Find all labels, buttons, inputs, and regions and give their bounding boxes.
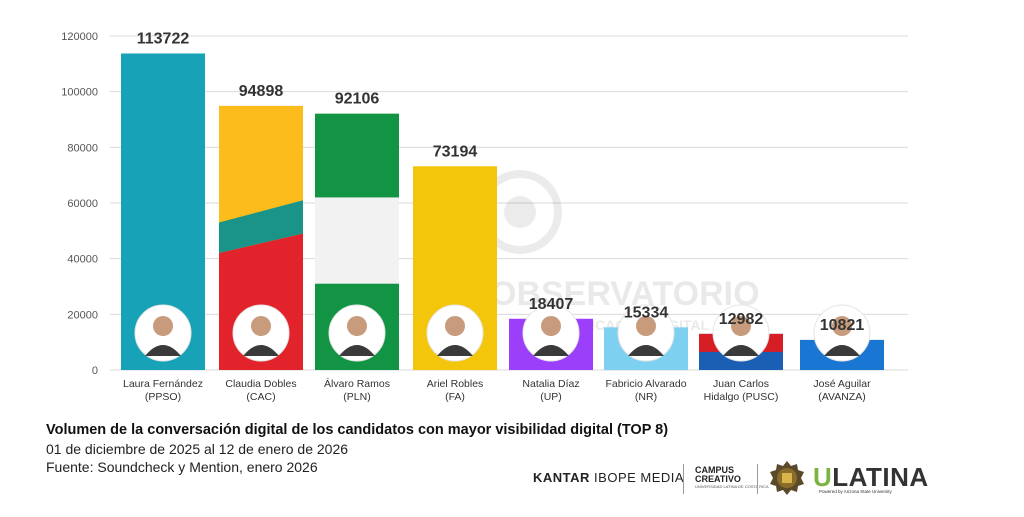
y-tick-label: 80000: [67, 142, 98, 154]
avatars: [134, 304, 871, 362]
x-tick-label: Juan Carlos: [713, 378, 769, 390]
data-labels: 113722 94898 92106 73194 18407 15334 12982 1082…: [137, 30, 865, 333]
x-tick-label: José Aguilar: [813, 378, 871, 390]
candidate-avatar: [232, 304, 290, 362]
x-tick-label: Fabricio Alvarado: [605, 378, 686, 390]
campus-creativo-logo: CAMPUS CREATIVO UNIVERSIDAD LATINA DE CO…: [695, 465, 769, 490]
y-axis: 0 20000 40000 60000 80000 100000 120000: [61, 31, 98, 377]
watermark-text: OBSERVATORIO: [490, 275, 760, 313]
bar-value-label: 15334: [624, 304, 669, 321]
x-tick-label: (UP): [540, 391, 562, 403]
caption-title: Volumen de la conversación digital de lo…: [46, 422, 669, 438]
bar-value-label: 94898: [239, 83, 284, 100]
x-tick-label: (CAC): [246, 391, 275, 403]
x-tick-label: (PPSO): [145, 391, 181, 403]
kantar-logo: KANTAR IBOPE MEDIA: [533, 470, 685, 485]
chart-caption: Volumen de la conversación digital de lo…: [46, 422, 766, 476]
candidate-avatar: [328, 304, 386, 362]
bar-value-label: 12982: [719, 311, 764, 328]
candidate-avatar: [522, 304, 580, 362]
candidate-avatar: [813, 304, 871, 362]
bar-value-label: 113722: [137, 30, 190, 47]
x-tick-label: (FA): [445, 391, 465, 403]
divider: [757, 464, 758, 494]
watermark: OBSERVATORIO DE COMUNICACIÓN DIGITAL: [478, 170, 760, 333]
candidate-avatar: [426, 304, 484, 362]
sponsor-logos: KANTAR IBOPE MEDIA CAMPUS CREATIVO UNIVE…: [533, 460, 933, 500]
y-tick-label: 100000: [61, 87, 98, 99]
university-seal-icon: [770, 461, 804, 495]
y-tick-label: 40000: [67, 254, 98, 266]
x-tick-label: (PLN): [343, 391, 370, 403]
x-tick-label: (NR): [635, 391, 657, 403]
x-tick-label: (AVANZA): [818, 391, 865, 403]
bar-value-label: 73194: [433, 143, 478, 160]
candidate-avatar: [617, 304, 675, 362]
y-tick-label: 120000: [61, 31, 98, 43]
x-tick-label: Natalia Díaz: [522, 378, 579, 390]
candidate-avatar: [134, 304, 192, 362]
bar-value-label: 10821: [820, 317, 865, 334]
bar-chart: OBSERVATORIO DE COMUNICACIÓN DIGITAL 0 20…: [61, 30, 908, 403]
bar-value-label: 18407: [529, 296, 574, 313]
ulatina-logo: ULATINA: [813, 462, 929, 492]
y-tick-label: 20000: [67, 309, 98, 321]
ulatina-tagline: Powered by Arizona State University: [819, 489, 892, 494]
divider: [683, 464, 684, 494]
x-tick-label: Álvaro Ramos: [324, 377, 390, 390]
bar-value-label: 92106: [335, 91, 380, 108]
x-tick-label: Hidalgo (PUSC): [704, 391, 779, 403]
x-axis: Laura Fernández(PPSO) Claudia Dobles(CAC)…: [123, 377, 871, 403]
candidate-avatar: [712, 304, 770, 362]
y-tick-label: 0: [92, 365, 98, 377]
y-tick-label: 60000: [67, 198, 98, 210]
x-tick-label: Ariel Robles: [427, 378, 484, 390]
caption-date-range: 01 de diciembre de 2025 al 12 de enero d…: [46, 441, 349, 457]
x-tick-label: Claudia Dobles: [225, 378, 296, 390]
x-tick-label: Laura Fernández: [123, 378, 203, 390]
caption-source: Fuente: Soundcheck y Mention, enero 2026: [46, 459, 318, 475]
